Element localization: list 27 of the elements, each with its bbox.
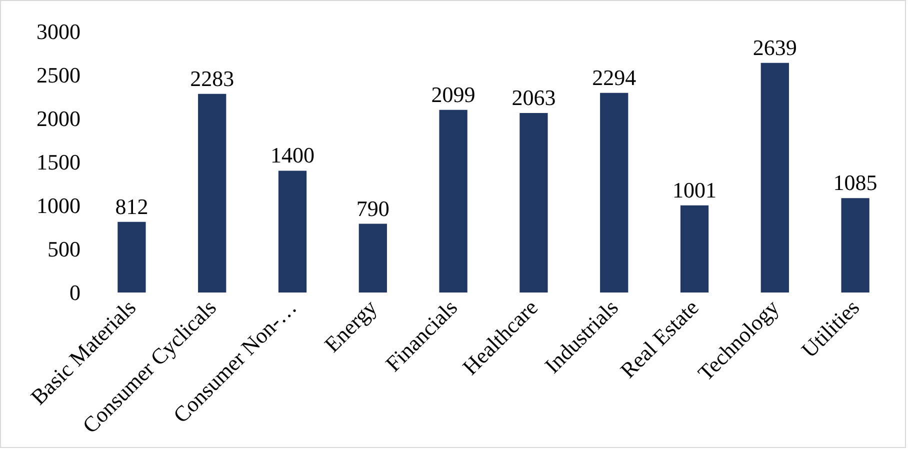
y-tick-label: 1500 — [36, 150, 80, 174]
bar — [841, 198, 870, 292]
bar — [520, 113, 548, 292]
bar — [760, 62, 789, 292]
bar — [118, 222, 146, 292]
data-label: 1001 — [672, 177, 716, 202]
bar — [358, 224, 387, 292]
bar — [600, 92, 628, 292]
y-tick-label: 0 — [70, 280, 80, 305]
bar — [439, 110, 468, 292]
y-tick-label: 1000 — [36, 193, 80, 218]
data-label: 1400 — [270, 142, 314, 168]
data-label: 2639 — [752, 34, 797, 60]
data-label: 2063 — [512, 85, 556, 110]
data-label: 2099 — [431, 82, 476, 107]
data-label: 812 — [115, 194, 148, 219]
y-tick-label: 2500 — [36, 62, 80, 88]
bar — [278, 170, 307, 292]
bar — [198, 94, 226, 292]
data-label: 790 — [356, 196, 390, 221]
data-label: 1085 — [833, 170, 878, 196]
data-label: 2283 — [190, 66, 234, 91]
data-label: 2294 — [592, 64, 636, 90]
y-tick-label: 3000 — [36, 19, 80, 44]
y-tick-label: 2000 — [36, 106, 80, 131]
y-tick-label: 500 — [48, 236, 80, 262]
bar — [680, 205, 709, 292]
